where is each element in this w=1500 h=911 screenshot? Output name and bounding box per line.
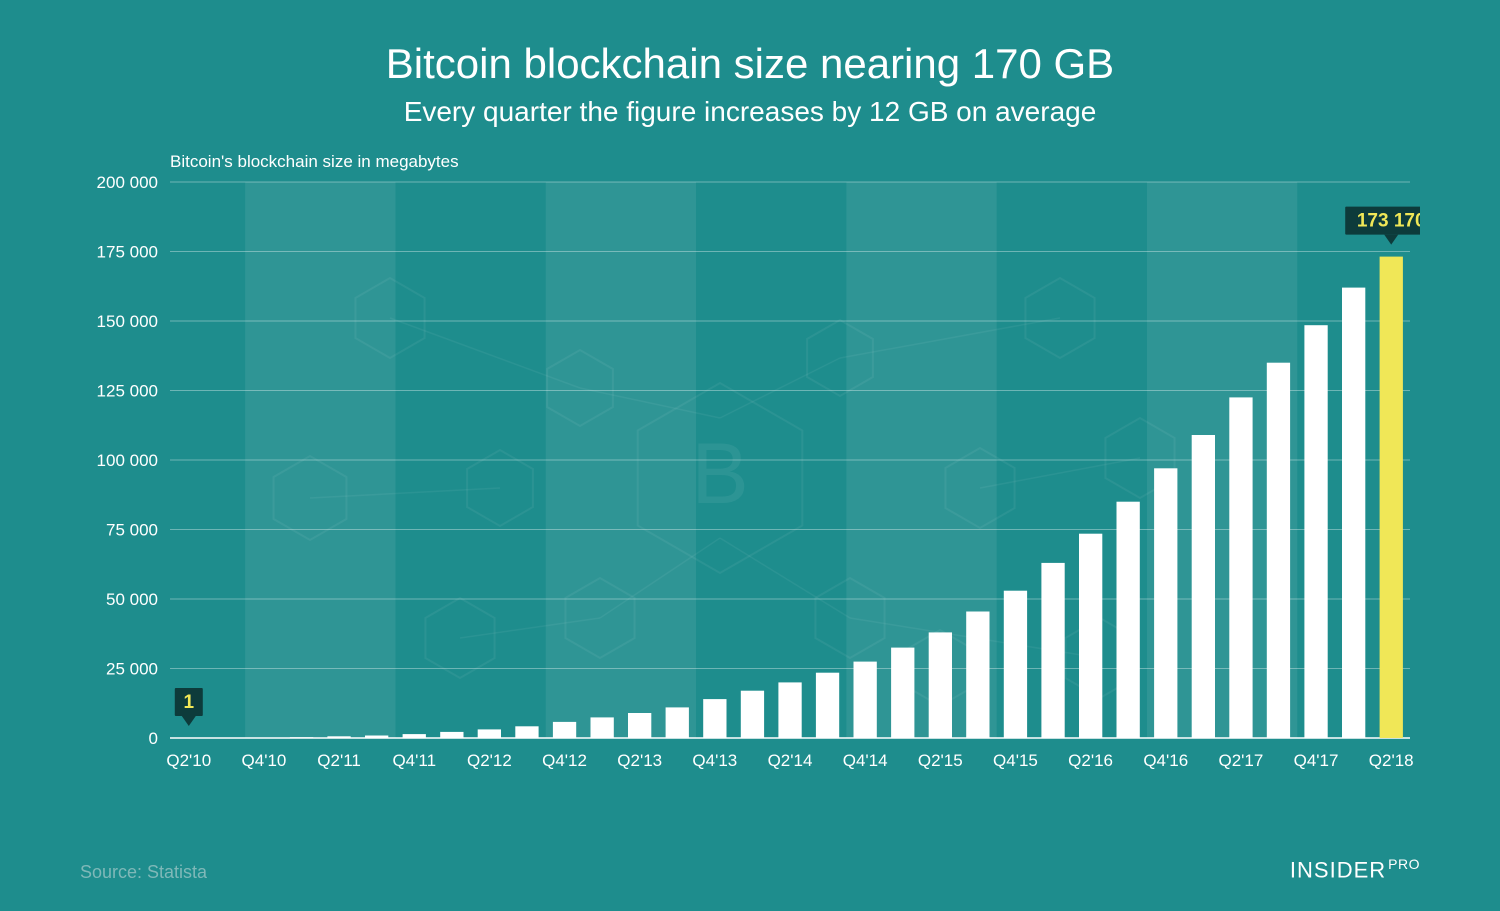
svg-text:125 000: 125 000 [97,382,158,401]
svg-text:Q4'10: Q4'10 [242,751,287,770]
bar [215,738,238,739]
bar [1267,363,1290,738]
bar [816,673,839,738]
svg-text:Q4'16: Q4'16 [1143,751,1188,770]
bar [966,612,989,739]
bar [741,691,764,738]
svg-text:Q2'18: Q2'18 [1369,751,1414,770]
svg-text:150 000: 150 000 [97,312,158,331]
bar [515,726,538,738]
svg-text:173 170: 173 170 [1357,211,1420,232]
bar [1380,257,1403,738]
bar [1304,325,1327,738]
bar [703,699,726,738]
svg-text:Q4'14: Q4'14 [843,751,888,770]
brand-suffix: PRO [1388,856,1420,872]
svg-text:175 000: 175 000 [97,243,158,262]
svg-text:200 000: 200 000 [97,173,158,192]
svg-text:Q4'17: Q4'17 [1294,751,1339,770]
svg-text:75 000: 75 000 [106,521,158,540]
bar [628,713,651,738]
svg-text:Q2'15: Q2'15 [918,751,963,770]
bar [1342,288,1365,738]
bar [1079,534,1102,738]
bar [591,717,614,738]
brand-logo: INSIDERPRO [1290,856,1420,883]
bar [177,738,200,739]
bar [1154,468,1177,738]
svg-text:Q2'11: Q2'11 [317,751,361,770]
svg-text:B: B [691,426,748,522]
source-label: Source: Statista [80,862,207,883]
bar [1192,435,1215,738]
bar-chart: B 0 25 000 50 000 75 000 100 000 125 000 150 00… [80,158,1420,798]
svg-text:0: 0 [149,729,158,748]
chart-area: Bitcoin's blockchain size in megabytes B… [80,158,1420,798]
bar [778,682,801,738]
svg-text:Q4'11: Q4'11 [392,751,436,770]
chart-subtitle: Every quarter the figure increases by 12… [80,96,1420,128]
svg-text:Q2'10: Q2'10 [166,751,211,770]
bar [403,734,426,738]
svg-text:25 000: 25 000 [106,660,158,679]
svg-text:Q4'15: Q4'15 [993,751,1038,770]
svg-text:Q2'12: Q2'12 [467,751,512,770]
bar [1229,397,1252,738]
svg-text:Q2'14: Q2'14 [768,751,813,770]
chart-title: Bitcoin blockchain size nearing 170 GB [80,40,1420,88]
bar [891,648,914,738]
svg-text:50 000: 50 000 [106,590,158,609]
bar [327,736,350,738]
svg-text:Q2'17: Q2'17 [1218,751,1263,770]
svg-text:Q4'12: Q4'12 [542,751,587,770]
bar [553,722,576,738]
brand-name: INSIDER [1290,857,1386,882]
bar [440,732,463,738]
bar [478,729,501,738]
bar [1117,502,1140,738]
bar [929,632,952,738]
bar [854,662,877,738]
bar [365,736,388,739]
bar [666,707,689,738]
bar [290,737,313,738]
bar [1041,563,1064,738]
svg-text:100 000: 100 000 [97,451,158,470]
svg-text:1: 1 [183,692,194,713]
bar [1004,591,1027,738]
svg-text:Q4'13: Q4'13 [692,751,737,770]
bar [252,738,275,739]
svg-text:Q2'13: Q2'13 [617,751,662,770]
svg-text:Q2'16: Q2'16 [1068,751,1113,770]
